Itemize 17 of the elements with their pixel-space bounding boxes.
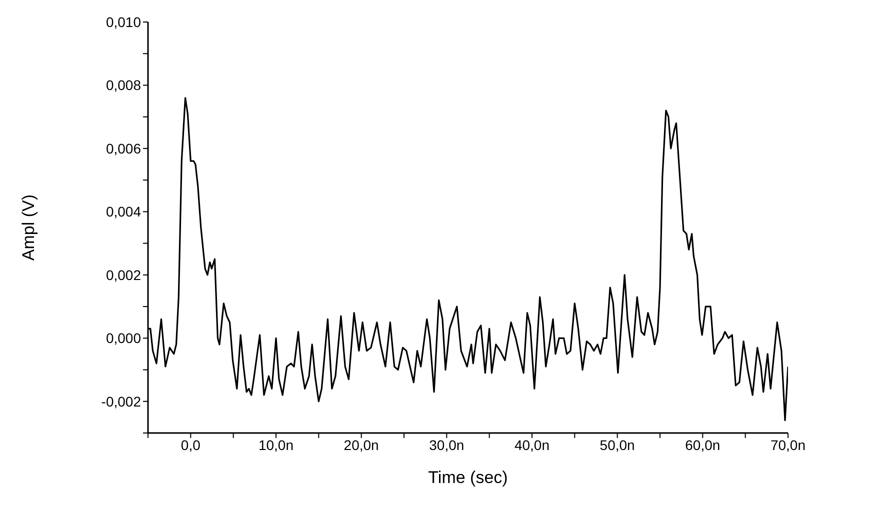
x-tick-label: 0,0: [180, 436, 201, 453]
x-axis-title: Time (sec): [428, 468, 508, 487]
x-tick-label: 40,0n: [514, 436, 550, 453]
x-tick-label: 50,0n: [600, 436, 635, 453]
x-tick-label: 20,0n: [344, 436, 379, 453]
x-tick-label: 30,0n: [429, 436, 464, 453]
y-tick-label: 0,006: [106, 140, 142, 156]
y-tick-label: 0,002: [106, 266, 142, 283]
x-tick-label: 10,0n: [258, 436, 294, 453]
y-tick-label: -0,002: [101, 393, 142, 410]
y-tick-label: 0,004: [106, 204, 142, 220]
x-tick-label: 70,0n: [770, 436, 806, 453]
y-tick-label: 0,000: [106, 330, 142, 346]
y-tick-label: 0,010: [106, 14, 142, 30]
y-tick-label: 0,008: [106, 77, 142, 94]
x-tick-label: 60,0n: [685, 436, 720, 453]
y-axis-title: Ampl (V): [19, 194, 38, 261]
